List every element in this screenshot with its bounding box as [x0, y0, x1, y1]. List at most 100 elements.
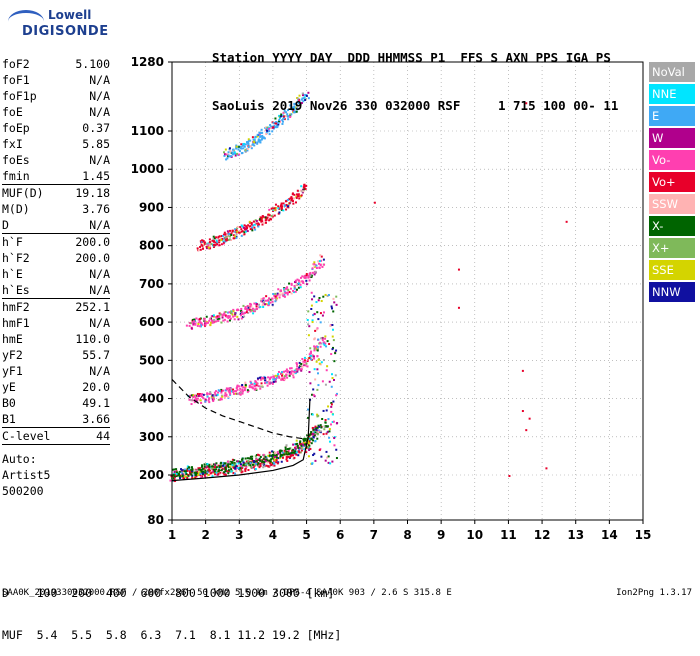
trace-point — [307, 441, 310, 444]
trace-point — [212, 395, 215, 398]
param-key: foEs — [2, 153, 30, 167]
trace-point — [289, 455, 292, 458]
trace-point — [290, 370, 293, 373]
y-tick-label: 800 — [139, 239, 164, 253]
trace-point — [241, 225, 244, 228]
trace-point — [210, 395, 213, 398]
x-tick-label: 2 — [201, 528, 209, 542]
trace-point — [205, 475, 208, 478]
trace-point — [201, 395, 204, 398]
trace-point — [270, 376, 273, 379]
trace-point — [273, 207, 276, 210]
trace-point — [269, 301, 272, 304]
trace-point — [271, 463, 274, 466]
trace-point — [211, 397, 214, 400]
cusp-point — [325, 369, 328, 372]
legend-item-e: E — [649, 106, 695, 126]
cusp-point — [331, 335, 334, 338]
cusp-point — [321, 314, 324, 317]
auto-scaling-line: Auto: — [2, 452, 37, 466]
trace-point — [273, 122, 276, 125]
trace-point — [243, 231, 246, 234]
trace-point — [303, 441, 306, 444]
trace-point — [199, 248, 202, 251]
trace-point — [208, 238, 211, 241]
trace-point — [194, 476, 197, 479]
trace-point — [280, 378, 283, 381]
trace-point — [225, 237, 228, 240]
trace-point — [234, 466, 237, 469]
trace-point — [254, 384, 257, 387]
param-separator — [2, 233, 110, 234]
param-row-h-e: h`E N/A — [2, 266, 110, 282]
trace-point — [278, 296, 281, 299]
trace-point — [215, 316, 218, 319]
trace-point — [191, 476, 194, 479]
trace-point — [244, 384, 247, 387]
cusp-point — [328, 342, 331, 345]
trace-point — [263, 460, 266, 463]
trace-point — [302, 97, 305, 100]
trace-point — [259, 305, 262, 308]
legend-item-vo-: Vo+ — [649, 172, 695, 192]
chart-axes: 1 2 3 4 5 6 7 8 9 10 11 12 13 14 158020030040050060070… — [131, 55, 652, 542]
cusp-point — [320, 337, 323, 340]
trace-point — [238, 460, 241, 463]
trace-point — [222, 461, 225, 464]
cusp-point — [322, 433, 325, 436]
trace-point — [173, 480, 176, 483]
trace-point — [254, 228, 257, 231]
trace-point — [204, 469, 207, 472]
trace-point — [298, 444, 301, 447]
trace-point — [239, 465, 242, 468]
trace-point — [299, 103, 302, 106]
trace-point — [301, 190, 304, 193]
trace-point — [224, 466, 227, 469]
trace-point — [269, 460, 272, 463]
trace-point — [199, 399, 202, 402]
legend-item-x-: X- — [649, 216, 695, 236]
param-value: 3.66 — [82, 412, 110, 426]
trace-point — [268, 214, 271, 217]
trace-point — [224, 389, 227, 392]
trace-point — [236, 460, 239, 463]
trace-point — [230, 390, 233, 393]
trace-point — [219, 397, 222, 400]
trace-point — [293, 287, 296, 290]
param-row-fxi: fxI 5.85 — [2, 136, 110, 152]
trace-point — [261, 385, 264, 388]
cusp-point — [328, 380, 331, 383]
cusp-cluster — [306, 291, 339, 465]
trace-point — [228, 387, 231, 390]
trace-point — [206, 465, 209, 468]
cusp-point — [327, 430, 330, 433]
cusp-point — [307, 455, 310, 458]
trace-point — [279, 449, 282, 452]
trace-point — [281, 451, 284, 454]
trace-point — [293, 369, 296, 372]
trace-point — [320, 259, 323, 262]
trace-point — [285, 444, 288, 447]
trace-point — [244, 148, 247, 151]
trace-point — [217, 398, 220, 401]
trace-point — [188, 398, 191, 401]
trace-point — [223, 464, 226, 467]
trace-point — [200, 470, 203, 473]
trace-point — [228, 233, 231, 236]
trace-point — [225, 153, 228, 156]
trace-point — [288, 282, 291, 285]
trace-point — [175, 471, 178, 474]
trace-point — [215, 466, 218, 469]
trace-point — [283, 289, 286, 292]
trace-point — [234, 228, 237, 231]
trace-point — [272, 209, 275, 212]
cusp-point — [311, 319, 314, 322]
trace-point — [261, 223, 264, 226]
trace-point — [266, 129, 269, 132]
cusp-point — [335, 303, 338, 306]
cusp-point — [321, 337, 324, 340]
trace-point — [188, 466, 191, 469]
trace-point — [286, 459, 289, 462]
trace-point — [290, 292, 293, 295]
trace-point — [257, 139, 260, 142]
